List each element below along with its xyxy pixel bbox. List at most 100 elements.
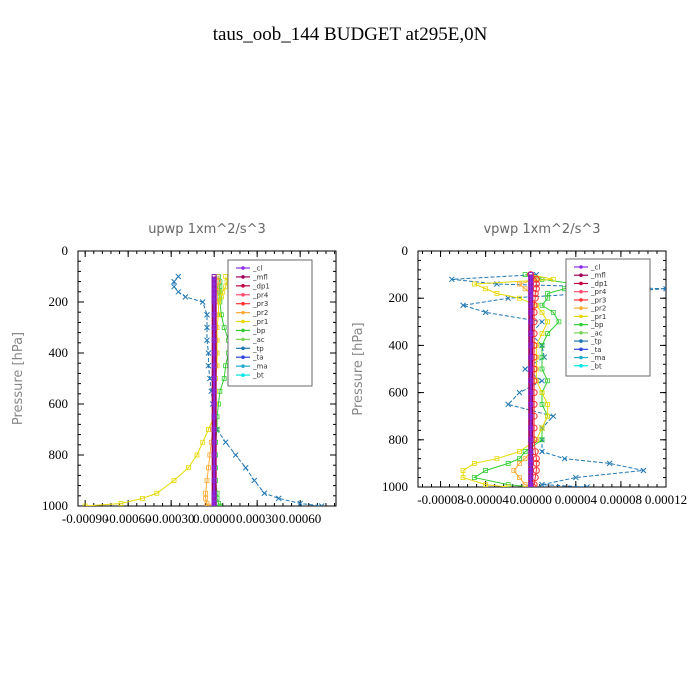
legend-label: _cl: [590, 264, 600, 272]
data-point-pr2: [517, 281, 522, 287]
data-point-bp: [539, 366, 545, 372]
data-point-cl: [528, 425, 534, 431]
data-point-cl: [528, 309, 534, 315]
data-point-pr1: [220, 289, 226, 295]
legend-marker: [241, 328, 245, 333]
y-tick-label: 1000: [382, 479, 408, 494]
data-point-cl: [211, 388, 217, 394]
data-point-tp: [539, 377, 545, 384]
data-point-cl: [211, 279, 217, 285]
data-point-cl: [211, 363, 217, 369]
legend-marker: [241, 292, 245, 297]
data-point-pr1: [539, 425, 545, 431]
data-point-cl: [211, 325, 217, 330]
data-point-tp: [182, 294, 189, 300]
x-tick-label: 0.00012: [645, 492, 687, 507]
data-point-bp: [221, 376, 227, 381]
legend-marker: [241, 266, 245, 270]
data-point-pr2: [206, 503, 211, 506]
data-point-pr3: [532, 459, 540, 467]
data-point-pr1: [494, 291, 500, 296]
legend-label: _ac: [252, 336, 265, 344]
data-point-tp: [663, 285, 666, 292]
data-point-cl: [211, 289, 217, 295]
x-tick-label: 0.00004: [555, 492, 598, 507]
data-point-pr1: [118, 501, 124, 506]
data-point-pr1: [471, 281, 477, 287]
data-point-tp: [584, 484, 590, 487]
data-point-pr1: [545, 401, 551, 407]
y-axis-label: Pressure [hPa]: [11, 332, 26, 425]
data-point-pr3: [532, 280, 540, 288]
data-point-pr1: [140, 495, 145, 501]
data-point-pr3: [532, 466, 540, 474]
series-line-pr3: [530, 274, 537, 487]
data-point-tp: [242, 464, 249, 471]
data-point-pr2: [517, 460, 522, 466]
plot-frame: [417, 250, 667, 488]
data-point-pr1: [517, 295, 522, 301]
legend-label: _mfl: [252, 273, 268, 281]
x-tick-label: 0.00060: [279, 511, 321, 526]
data-point-pr2: [522, 286, 528, 292]
data-point-tp: [561, 455, 568, 462]
x-tick-label: -0.00008: [417, 492, 464, 507]
legend-label: _ac: [590, 329, 603, 337]
y-tick-label: 200: [389, 290, 409, 305]
data-point-pr1: [517, 449, 522, 455]
legend-label: _pr3: [252, 300, 268, 308]
legend-label: _tp: [252, 345, 264, 353]
series-group: [82, 273, 325, 506]
y-tick-label: 1000: [42, 498, 68, 513]
legend-label: _cl: [252, 265, 262, 273]
legend-marker: [241, 301, 245, 306]
legend-marker: [241, 373, 245, 377]
legend-label: _pr1: [590, 313, 606, 321]
data-point-tp: [539, 448, 545, 455]
legend-label: _dp1: [590, 280, 608, 288]
panel-title: upwp 1xm^2/s^3: [148, 222, 266, 237]
legend-label: _bt: [252, 372, 264, 380]
data-point-bp: [217, 284, 223, 290]
data-point-cl: [528, 460, 534, 466]
panel-title: vpwp 1xm^2/s^3: [483, 222, 600, 237]
data-point-pr1: [200, 439, 206, 445]
series-line-bp: [473, 274, 578, 487]
y-tick-label: 800: [49, 447, 69, 462]
legend-box: [565, 258, 651, 377]
data-point-tp: [222, 439, 229, 446]
x-tick-label: -0.00004: [462, 492, 509, 507]
legend-label: _tp: [590, 338, 602, 346]
data-point-pr1: [539, 331, 545, 337]
data-point-pr3: [532, 275, 540, 283]
legend-marker: [241, 364, 245, 368]
y-tick-label: 400: [49, 345, 69, 360]
data-point-bp: [539, 437, 545, 443]
data-point-cl: [528, 276, 534, 282]
data-point-tp: [204, 337, 210, 344]
data-point-pr1: [185, 465, 191, 471]
legend-marker: [579, 339, 583, 343]
data-point-cl: [528, 390, 534, 396]
data-point-tp: [572, 474, 579, 481]
data-point-pr1: [171, 478, 177, 483]
data-point-pr1: [483, 286, 489, 292]
legend-marker: [241, 284, 245, 288]
data-point-cl: [211, 490, 217, 496]
data-point-cl: [528, 378, 534, 384]
data-point-pr3: [532, 285, 540, 293]
legend-marker: [579, 363, 583, 368]
data-point-cl: [211, 376, 217, 381]
data-point-cl: [528, 342, 534, 348]
legend-label: _dp1: [252, 282, 270, 290]
data-point-pr1: [483, 482, 489, 487]
data-point-cl: [528, 437, 534, 443]
plot-frame: [77, 250, 337, 507]
legend-marker: [241, 355, 245, 360]
data-point-cl: [528, 331, 534, 337]
data-point-cl: [211, 337, 217, 343]
x-tick-label: -0.00090: [62, 511, 109, 526]
data-point-bp: [522, 272, 528, 278]
y-tick-label: 800: [389, 432, 409, 447]
legend-marker: [241, 319, 245, 324]
